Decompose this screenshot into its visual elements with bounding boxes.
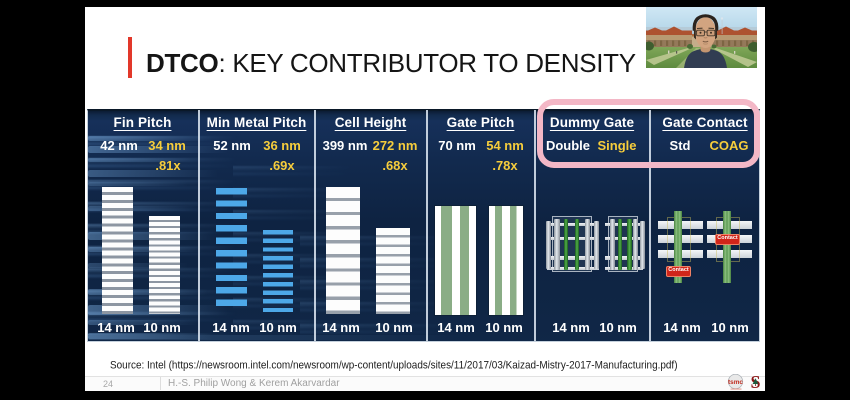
svg-text:tsmc: tsmc	[728, 379, 743, 386]
